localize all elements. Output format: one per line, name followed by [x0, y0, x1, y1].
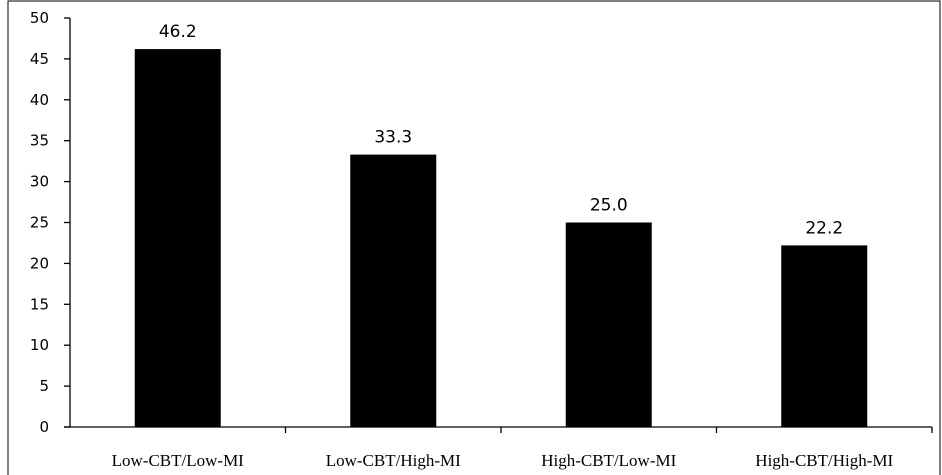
y-tick-label-30: 30 — [30, 173, 49, 191]
category-label-3: High-CBT/Low-MI — [541, 451, 676, 470]
y-tick-label-25: 25 — [30, 214, 49, 232]
bar-4 — [781, 245, 868, 427]
y-tick-label-0: 0 — [39, 418, 49, 436]
y-tick-label-20: 20 — [30, 254, 49, 272]
y-tick-label-5: 5 — [39, 377, 49, 395]
y-tick-label-40: 40 — [30, 91, 49, 109]
bar-3 — [565, 222, 652, 427]
category-label-1: Low-CBT/Low-MI — [112, 451, 245, 470]
data-label-3: 25.0 — [590, 196, 628, 216]
y-tick-label-45: 45 — [30, 50, 49, 68]
y-tick-label-50: 50 — [30, 9, 49, 27]
category-label-2: Low-CBT/High-MI — [326, 451, 461, 470]
y-tick-label-10: 10 — [30, 336, 49, 354]
data-label-2: 33.3 — [374, 128, 412, 148]
data-label-1: 46.2 — [159, 22, 197, 42]
chart-border — [7, 0, 941, 475]
category-label-4: High-CBT/High-MI — [755, 451, 893, 470]
y-tick-label-15: 15 — [30, 295, 49, 313]
y-tick-label-35: 35 — [30, 132, 49, 150]
data-label-4: 22.2 — [805, 218, 843, 238]
bar-1 — [134, 49, 221, 428]
bar-2 — [350, 154, 437, 427]
